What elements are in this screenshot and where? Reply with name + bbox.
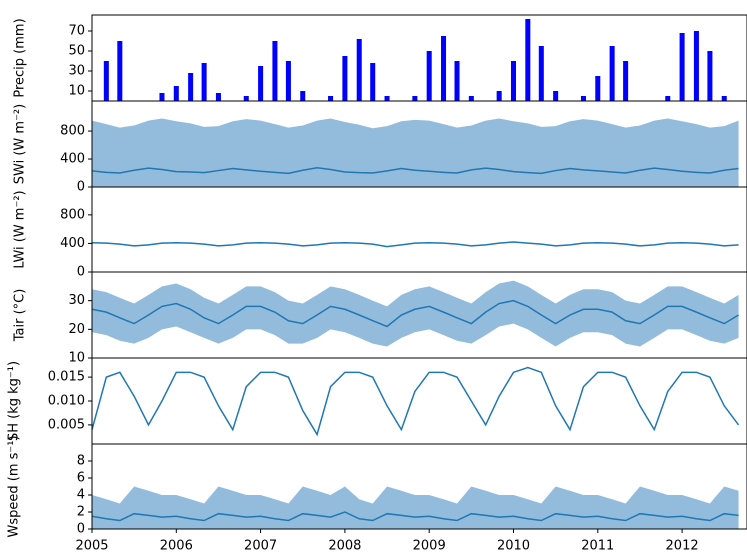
y-tick-label: 8 — [77, 454, 85, 469]
bar — [609, 46, 615, 101]
y-tick-label: 0 — [77, 180, 85, 195]
band — [92, 486, 739, 529]
x-tick-label: 2011 — [581, 539, 614, 554]
bar — [468, 96, 474, 101]
bar — [342, 56, 348, 101]
bar — [454, 61, 460, 101]
y-tick-label: 0.015 — [48, 370, 85, 385]
y-axis-label: SWi (W m⁻²) — [13, 104, 28, 184]
y-tick-label: 800 — [60, 124, 85, 139]
bar — [553, 91, 559, 101]
bar — [412, 96, 418, 101]
line — [91, 299, 739, 328]
x-tick-label: 2012 — [666, 539, 699, 554]
axes-frame — [91, 186, 747, 273]
bar — [679, 33, 685, 101]
y-tick-label: 0 — [77, 265, 85, 280]
x-tick-label: 2007 — [244, 539, 277, 554]
bar — [215, 93, 221, 101]
y-axis-label: Precip (mm) — [13, 18, 28, 97]
y-tick-label: 2 — [77, 505, 85, 520]
bar — [623, 61, 629, 101]
x-tick-label: 2009 — [413, 539, 446, 554]
bar — [496, 91, 502, 101]
y-tick-label: 30 — [68, 64, 85, 79]
y-tick-label: 50 — [68, 44, 85, 59]
y-tick-label: 10 — [68, 84, 85, 99]
y-tick-label: 400 — [60, 236, 85, 251]
bar — [665, 96, 671, 101]
band — [92, 280, 739, 347]
axes-frame — [91, 443, 747, 530]
y-axis-label: SH (kg kg⁻¹) — [7, 361, 22, 441]
bar — [426, 51, 432, 101]
bar — [173, 86, 179, 101]
y-tick-label: 6 — [77, 471, 85, 486]
line — [91, 366, 740, 437]
bar — [328, 96, 334, 101]
bar — [117, 41, 123, 101]
y-tick-label: 400 — [60, 152, 85, 167]
bar — [441, 36, 447, 101]
x-tick-label: 2010 — [497, 539, 530, 554]
x-tick-label: 2008 — [328, 539, 361, 554]
bar — [595, 76, 601, 101]
y-tick-label: 800 — [60, 207, 85, 222]
y-axis-label: LWi (W m⁻²) — [13, 190, 28, 268]
bar — [356, 39, 362, 101]
y-axis-label: Wspeed (m s⁻¹) — [7, 435, 22, 537]
bar — [272, 41, 278, 101]
bar — [258, 66, 264, 101]
bar — [300, 91, 306, 101]
y-tick-label: 0 — [77, 522, 85, 537]
bar — [693, 31, 699, 101]
bar — [188, 73, 194, 101]
band — [92, 118, 739, 187]
x-tick-label: 2006 — [160, 539, 193, 554]
bar — [510, 61, 517, 101]
line — [91, 511, 739, 522]
x-tick-label: 2005 — [75, 539, 108, 554]
bar — [201, 63, 207, 101]
bar — [285, 61, 291, 101]
bar — [538, 46, 544, 101]
bar — [721, 96, 727, 101]
bar — [525, 19, 531, 101]
y-axis-label: Tair (°C) — [13, 289, 28, 343]
bar — [159, 93, 165, 101]
bar — [707, 51, 713, 101]
y-tick-label: 0.010 — [48, 394, 85, 409]
line — [91, 241, 739, 248]
y-tick-label: 10 — [68, 351, 85, 366]
bar — [103, 61, 109, 101]
y-tick-label: 20 — [68, 322, 85, 337]
line — [91, 167, 739, 175]
bar — [370, 63, 376, 101]
y-tick-label: 70 — [68, 24, 85, 39]
bar — [580, 96, 586, 101]
y-tick-label: 4 — [77, 488, 85, 503]
y-tick-label: 0.005 — [48, 417, 85, 432]
y-tick-label: 30 — [68, 293, 85, 308]
bar — [384, 96, 390, 101]
axes-frame — [91, 357, 747, 445]
bar — [243, 96, 249, 101]
